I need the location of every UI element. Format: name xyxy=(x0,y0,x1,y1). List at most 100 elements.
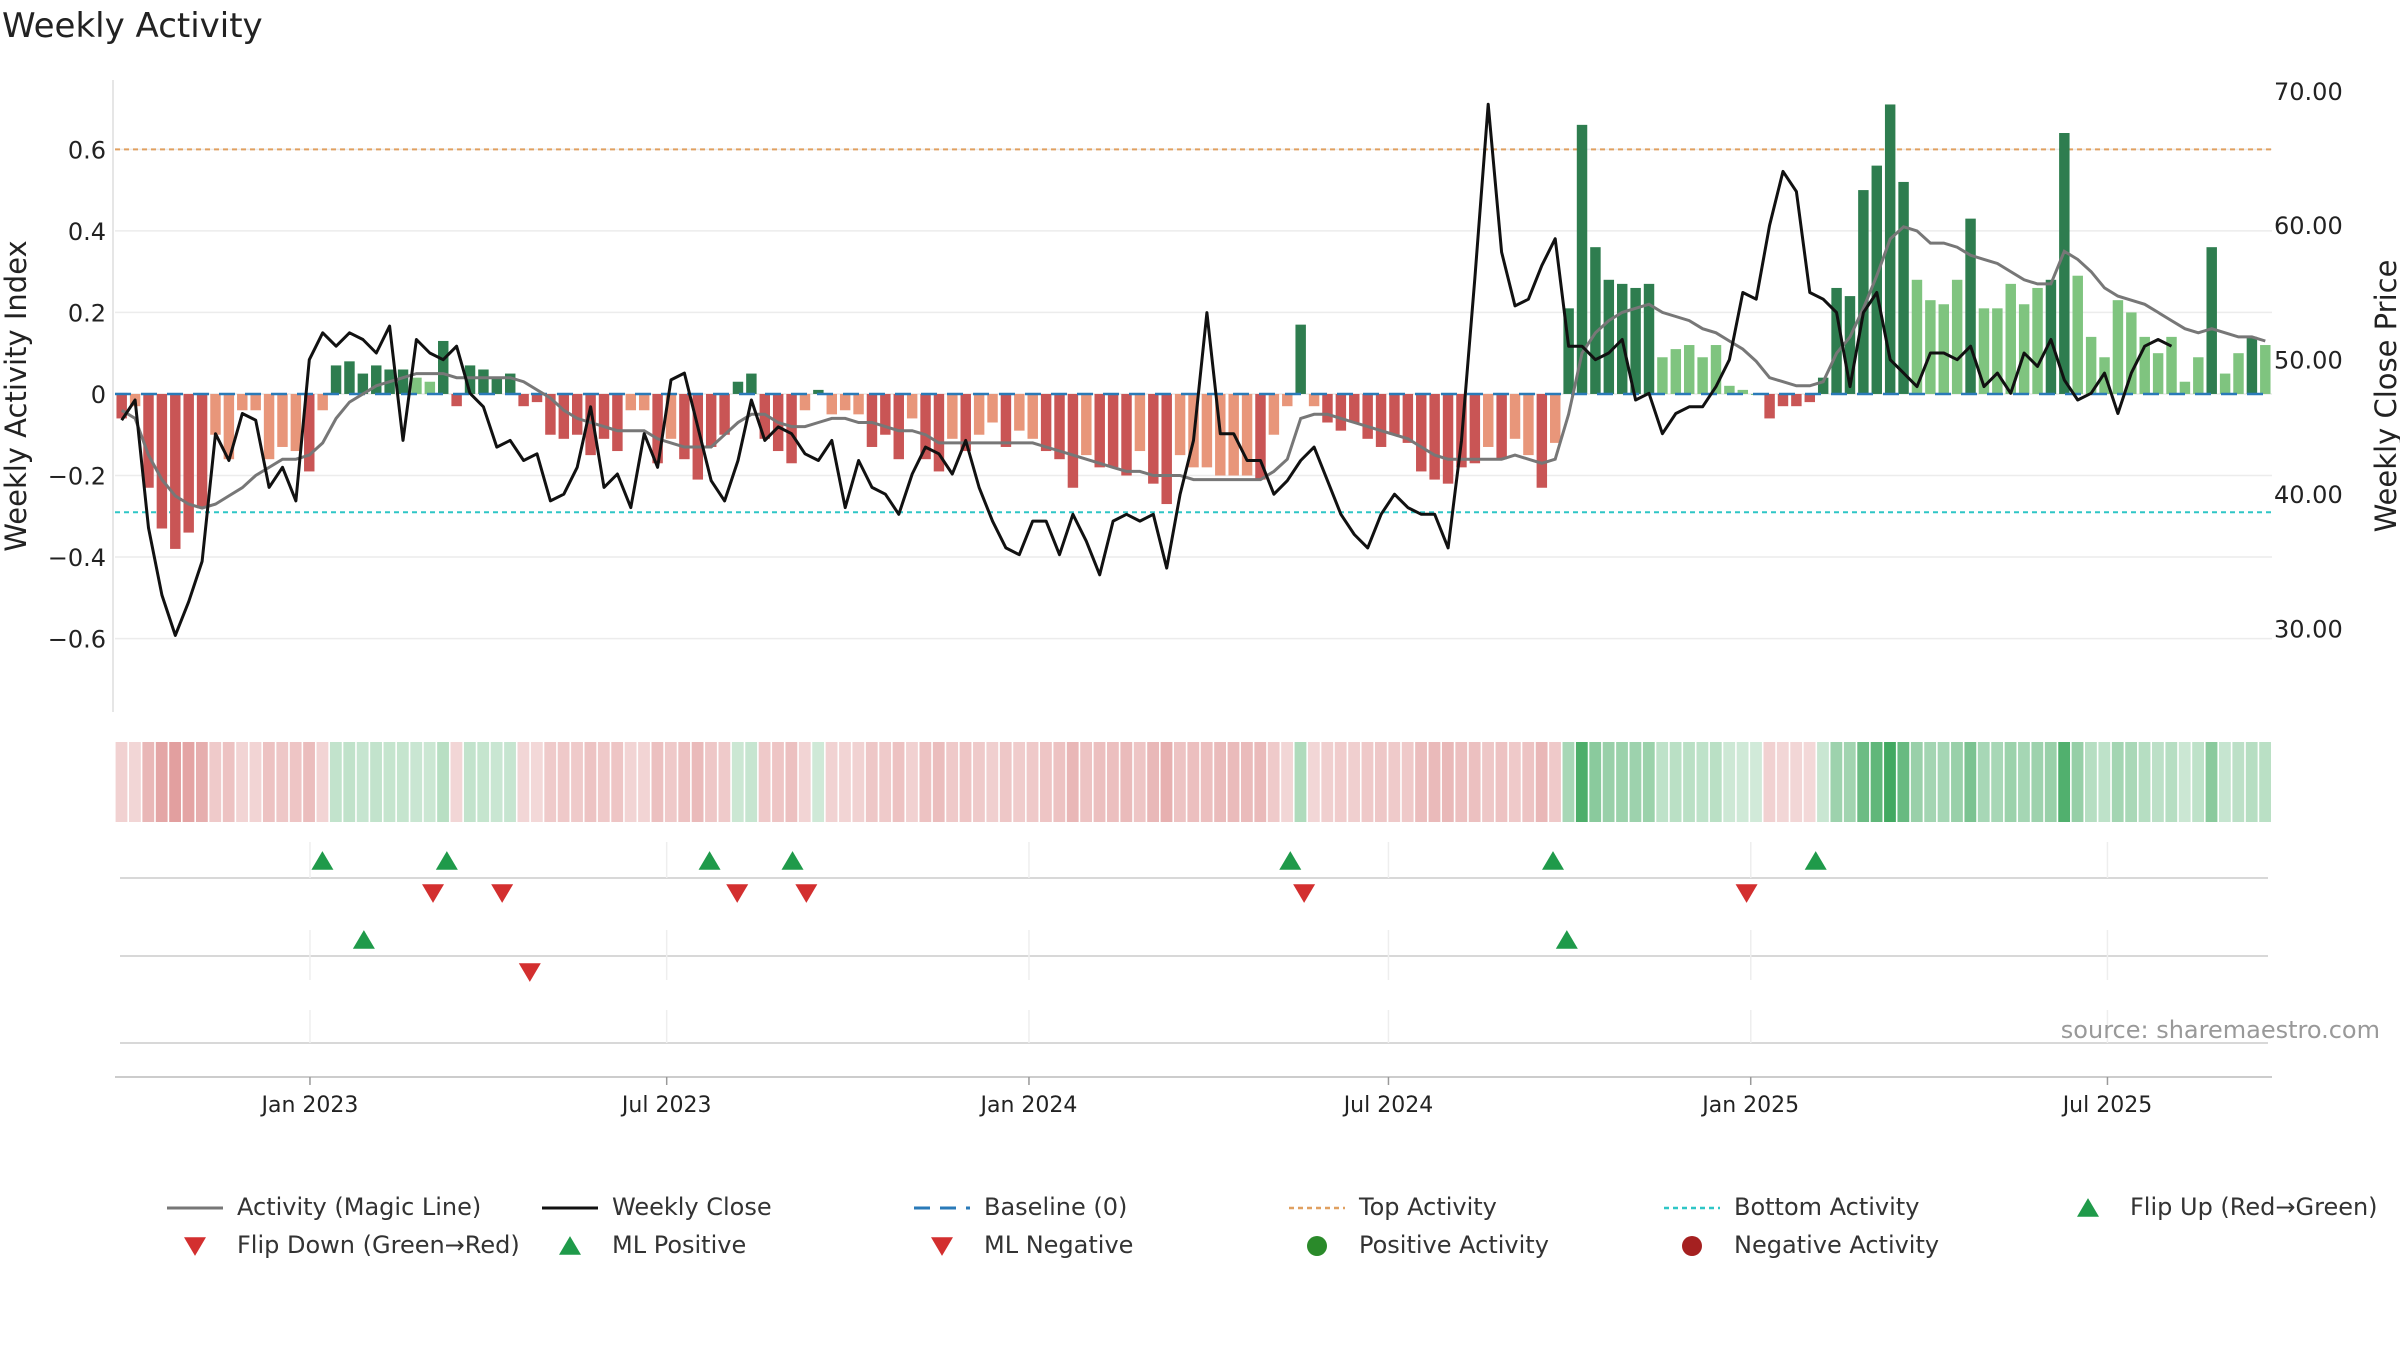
heat-strip-cell xyxy=(1776,742,1789,822)
heat-strip-cell xyxy=(1468,742,1481,822)
flip-down-marker xyxy=(1735,884,1758,903)
heat-strip-cell xyxy=(1334,742,1347,822)
flip-up-marker xyxy=(1279,851,1302,870)
flip-up-marker xyxy=(435,851,458,870)
activity-bar xyxy=(947,393,958,439)
x-tick-label: Jan 2023 xyxy=(260,1093,359,1118)
heat-strip-cell xyxy=(1884,742,1896,822)
legend-label-baseline: Baseline (0) xyxy=(984,1193,1128,1221)
legend-swatch-mlpos xyxy=(559,1236,581,1255)
activity-bar xyxy=(2085,336,2097,394)
activity-bar xyxy=(424,381,436,394)
activity-bar xyxy=(1697,357,1708,394)
activity-bar xyxy=(1201,393,1213,468)
heat-strip-cell xyxy=(2031,742,2044,822)
activity-bar xyxy=(960,393,971,452)
heat-strip-cell xyxy=(2111,742,2124,822)
activity-bar xyxy=(1563,308,1574,394)
y-right-tick-label: 30.00 xyxy=(2274,616,2343,644)
heat-strip-cell xyxy=(852,742,865,822)
activity-bars xyxy=(116,104,2271,549)
heat-strip-cell xyxy=(1602,742,1615,822)
legend-swatch-top xyxy=(1289,1206,1345,1210)
legend-label-posact: Positive Activity xyxy=(1359,1231,1549,1259)
axes: 0.6 0.4 0.2 0 −0.2 −0.4 −0.6 70.00 60.00 50.00 40.… xyxy=(0,78,2400,712)
heat-strip-cell xyxy=(1575,742,1588,822)
activity-bar xyxy=(2179,381,2191,394)
activity-bar xyxy=(2018,304,2030,394)
activity-bar xyxy=(250,393,261,411)
activity-bar xyxy=(1295,324,1306,394)
heat-strip-cell xyxy=(571,742,583,822)
legend-swatch-posact xyxy=(1307,1236,1327,1256)
activity-bar xyxy=(2059,133,2070,394)
heat-strip-cell xyxy=(370,742,382,822)
activity-bar xyxy=(598,393,610,439)
y-axis-title: Weekly Activity Index xyxy=(0,240,33,551)
activity-bar xyxy=(1550,393,1561,443)
heat-strip-cell xyxy=(2232,742,2245,822)
activity-bar xyxy=(1630,287,1641,394)
heat-strip-cell xyxy=(1817,742,1829,822)
heat-strip-cell xyxy=(1937,742,1950,822)
heat-strip-cell xyxy=(396,742,409,822)
activity-bar xyxy=(625,393,637,411)
activity-bar xyxy=(1335,393,1347,431)
activity-bar xyxy=(1844,296,1856,394)
heat-strip-cell xyxy=(1107,742,1119,822)
flip-down-marker xyxy=(1293,884,1316,903)
activity-bar xyxy=(2219,373,2231,394)
activity-bar xyxy=(1657,357,1668,394)
heat-strip-cell xyxy=(1401,742,1414,822)
activity-bar xyxy=(987,393,998,423)
weekly-close-line xyxy=(120,102,2173,637)
activity-bar xyxy=(1362,393,1373,439)
heat-strip-cell xyxy=(1642,742,1655,822)
heat-strip-cell xyxy=(115,742,128,822)
activity-bar xyxy=(223,393,235,460)
activity-bar xyxy=(1670,349,1682,394)
heat-strip-cell xyxy=(2152,742,2164,822)
activity-bar xyxy=(571,393,583,435)
activity-bar xyxy=(371,365,382,394)
activity-bar xyxy=(1000,393,1012,447)
activity-bar xyxy=(518,393,529,407)
y-tick-label: −0.2 xyxy=(48,463,106,491)
activity-bar xyxy=(1965,218,1976,394)
legend-swatch-mlneg xyxy=(931,1237,953,1256)
heat-strip-cell xyxy=(986,742,999,822)
heat-strip-cell xyxy=(517,742,530,822)
heat-strip-cell xyxy=(1294,742,1307,822)
heat-strip-cell xyxy=(2259,742,2271,822)
activity-bar xyxy=(411,377,422,394)
activity-bar xyxy=(2193,357,2204,394)
activity-bar xyxy=(2152,353,2164,394)
activity-bar xyxy=(2045,279,2057,394)
activity-bar xyxy=(1683,345,1695,394)
activity-bar xyxy=(464,365,476,394)
activity-bar xyxy=(451,393,462,407)
activity-bar xyxy=(2233,353,2244,394)
legend-label-close: Weekly Close xyxy=(612,1193,772,1221)
activity-bar xyxy=(1737,389,1749,394)
activity-bar xyxy=(679,393,690,460)
activity-bar xyxy=(612,393,623,452)
heat-strip-cell xyxy=(906,742,918,822)
heat-strip-cell xyxy=(1549,742,1561,822)
heat-strip-cell xyxy=(932,742,945,822)
heat-strip-cell xyxy=(236,742,248,822)
heat-strip-cell xyxy=(1361,742,1374,822)
activity-heat-strip xyxy=(115,742,2271,822)
flip-down-marker xyxy=(491,884,514,903)
y-tick-label: 0.4 xyxy=(68,218,106,246)
heat-strip-cell xyxy=(999,742,1012,822)
activity-bar xyxy=(1094,393,1105,468)
heat-strip-cell xyxy=(1374,742,1387,822)
activity-bar xyxy=(705,393,717,447)
legend-swatch-magic xyxy=(167,1206,223,1210)
activity-bar xyxy=(1509,393,1521,439)
heat-strip-cell xyxy=(973,742,985,822)
heat-strip-cell xyxy=(1080,742,1093,822)
activity-bar xyxy=(1040,393,1052,452)
heat-strip-cell xyxy=(959,742,972,822)
